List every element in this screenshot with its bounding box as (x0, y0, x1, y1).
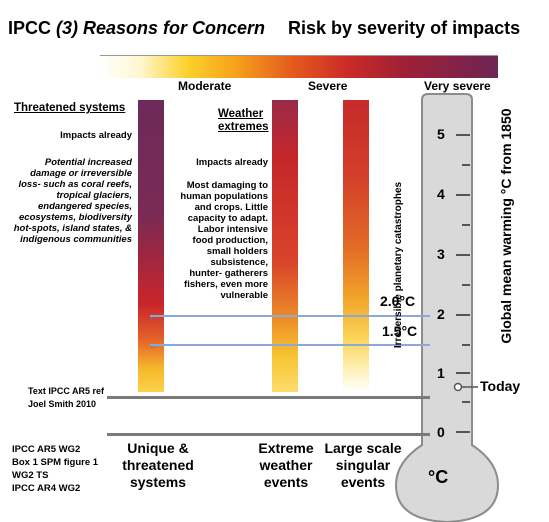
thermometer-unit: °C (428, 467, 449, 487)
category-large: Large scale singular events (324, 440, 402, 490)
arrow-2c-icon: ← (148, 309, 160, 323)
threatened-impacts: Impacts already (60, 130, 132, 141)
y-axis-label: Global mean warming °C from 1850 (498, 108, 514, 344)
guide-line-2c (150, 315, 430, 317)
today-marker (453, 382, 478, 392)
tick-3: 3 (437, 246, 445, 262)
threatened-header: Threatened systems (14, 102, 126, 114)
guide-line-1-5c (150, 344, 430, 346)
thermometer-tube (394, 93, 500, 522)
severity-title: Risk by severity of impacts (288, 18, 521, 38)
today-label: Today (480, 378, 521, 394)
zero-baseline (107, 433, 430, 436)
column-unique-systems (138, 100, 164, 392)
column-extreme-weather (272, 100, 298, 392)
source-3: WG2 TS (12, 470, 49, 481)
ref-line-1: Text IPCC AR5 ref (28, 386, 105, 396)
source-1: IPCC AR5 WG2 (12, 444, 81, 455)
label-1-5c: 1.5°C (382, 323, 418, 339)
weather-impacts: Impacts already (196, 157, 268, 168)
singular-label: Irreversible planetary catastrophes (393, 181, 404, 349)
tick-4: 4 (437, 186, 445, 202)
severity-gradient-bar (100, 56, 498, 78)
tick-2: 2 (437, 306, 445, 322)
category-unique: Unique & threatened systems (122, 440, 194, 490)
source-2: Box 1 SPM figure 1 (12, 457, 99, 468)
severity-label-very-severe: Very severe (424, 79, 491, 93)
category-extreme: Extreme weather events (258, 440, 314, 490)
source-4: IPCC AR4 WG2 (12, 483, 81, 494)
weather-header: Weather extremes (218, 108, 269, 133)
weather-description: Most damaging to human populations and c… (180, 180, 268, 301)
thermometer (394, 93, 500, 522)
tick-0: 0 (437, 424, 445, 440)
column-singular-events (343, 100, 369, 392)
threatened-description: Potential increased damage or irreversib… (13, 157, 132, 245)
today-baseline (107, 396, 430, 399)
severity-label-moderate: Moderate (178, 79, 232, 93)
severity-label-severe: Severe (308, 79, 348, 93)
chart-title: IPCC (3) Reasons for Concern (8, 18, 266, 38)
tick-1: 1 (437, 365, 445, 381)
tick-5: 5 (437, 126, 445, 142)
ref-line-2: Joel Smith 2010 (28, 399, 97, 409)
arrow-1-5c-icon: ← (148, 338, 160, 352)
label-2c: 2.0°C (380, 293, 416, 309)
